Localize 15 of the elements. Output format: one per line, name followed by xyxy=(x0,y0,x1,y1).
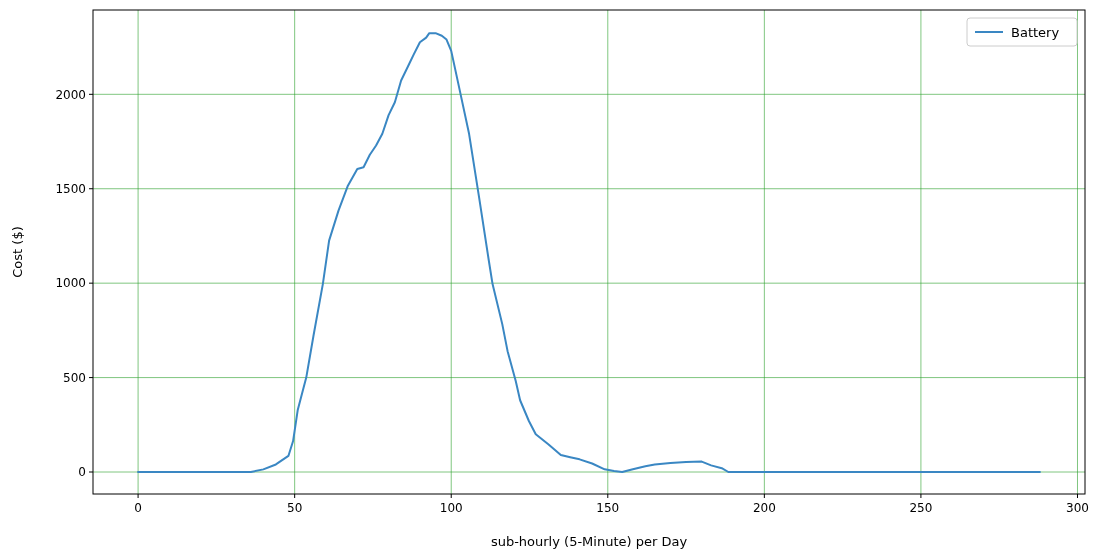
y-tick-label: 500 xyxy=(63,370,86,385)
legend-label: Battery xyxy=(1011,24,1060,40)
x-tick-label: 100 xyxy=(439,501,463,515)
x-tick-label: 0 xyxy=(134,501,142,515)
x-tick-label: 250 xyxy=(909,501,933,515)
x-tick-label: 150 xyxy=(596,501,620,515)
x-tick-label: 300 xyxy=(1066,501,1089,515)
y-tick-label: 1000 xyxy=(55,276,86,291)
y-axis-title: Cost ($) xyxy=(10,226,25,278)
y-tick-label: 1500 xyxy=(55,181,86,196)
x-tick-label: 50 xyxy=(287,501,303,515)
y-tick-label: 0 xyxy=(78,465,86,480)
y-tick-label: 2000 xyxy=(55,87,86,102)
x-axis-title: sub-hourly (5-Minute) per Day xyxy=(490,534,688,549)
x-tick-label: 200 xyxy=(752,501,776,515)
